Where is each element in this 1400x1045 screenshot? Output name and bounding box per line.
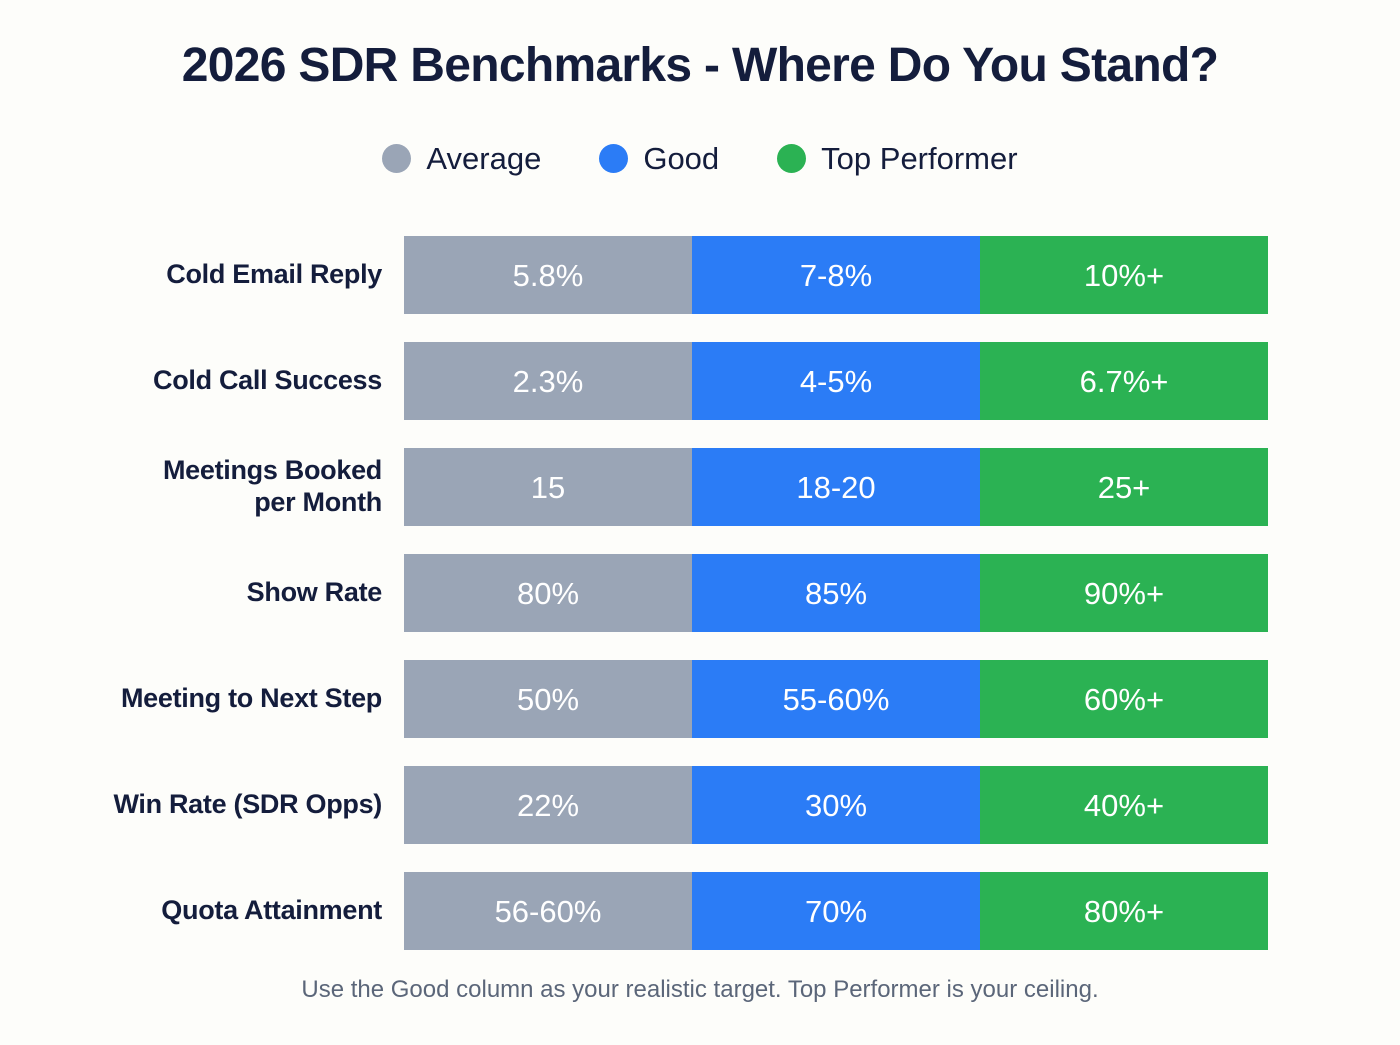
bar-segment-average: 2.3% bbox=[404, 342, 692, 420]
bar-segment-top-performer: 90%+ bbox=[980, 554, 1268, 632]
bar-segment-good: 18-20 bbox=[692, 448, 980, 526]
legend-item-average: Average bbox=[382, 143, 541, 174]
benchmark-row-label: Show Rate bbox=[246, 577, 383, 608]
benchmark-row: Quota Attainment 56-60% 70% 80%+ bbox=[0, 872, 1400, 950]
legend-label-top-performer: Top Performer bbox=[821, 141, 1018, 176]
benchmark-row-label: Meetings Booked per Month bbox=[162, 455, 382, 517]
benchmark-row: Show Rate 80% 85% 90%+ bbox=[0, 554, 1400, 632]
bar-segment-average: 56-60% bbox=[404, 872, 692, 950]
bar-segment-average: 15 bbox=[404, 448, 692, 526]
benchmark-row: Win Rate (SDR Opps) 22% 30% 40%+ bbox=[0, 766, 1400, 844]
bar-segment-average: 50% bbox=[404, 660, 692, 738]
benchmark-row: Cold Email Reply 5.8% 7-8% 10%+ bbox=[0, 236, 1400, 314]
page-title: 2026 SDR Benchmarks - Where Do You Stand… bbox=[181, 39, 1219, 92]
bar-segment-top-performer: 6.7%+ bbox=[980, 342, 1268, 420]
bar-segment-top-performer: 10%+ bbox=[980, 236, 1268, 314]
legend-label-average: Average bbox=[426, 141, 542, 176]
benchmark-bar: 50% 55-60% 60%+ bbox=[404, 660, 1268, 738]
chart-legend: Average Good Top Performer bbox=[0, 143, 1400, 174]
bar-segment-good: 7-8% bbox=[692, 236, 980, 314]
bar-segment-average: 80% bbox=[404, 554, 692, 632]
benchmark-bar: 2.3% 4-5% 6.7%+ bbox=[404, 342, 1268, 420]
benchmark-row-label: Quota Attainment bbox=[161, 895, 382, 926]
benchmark-row-label: Cold Email Reply bbox=[166, 259, 382, 290]
bar-segment-good: 70% bbox=[692, 872, 980, 950]
legend-label-good: Good bbox=[643, 141, 720, 176]
legend-item-good: Good bbox=[599, 143, 719, 174]
bar-segment-top-performer: 60%+ bbox=[980, 660, 1268, 738]
bar-segment-good: 85% bbox=[692, 554, 980, 632]
bar-segment-good: 30% bbox=[692, 766, 980, 844]
bar-segment-average: 22% bbox=[404, 766, 692, 844]
benchmark-bar: 15 18-20 25+ bbox=[404, 448, 1268, 526]
circle-icon bbox=[382, 144, 412, 173]
bar-segment-good: 4-5% bbox=[692, 342, 980, 420]
benchmark-row-label: Win Rate (SDR Opps) bbox=[113, 789, 382, 820]
bar-segment-top-performer: 25+ bbox=[980, 448, 1268, 526]
benchmark-rows: Cold Email Reply 5.8% 7-8% 10%+ Cold Call Su… bbox=[0, 236, 1400, 978]
bar-segment-average: 5.8% bbox=[404, 236, 692, 314]
bar-segment-good: 55-60% bbox=[692, 660, 980, 738]
benchmark-bar: 22% 30% 40%+ bbox=[404, 766, 1268, 844]
benchmark-bar: 80% 85% 90%+ bbox=[404, 554, 1268, 632]
benchmark-row: Cold Call Success 2.3% 4-5% 6.7%+ bbox=[0, 342, 1400, 420]
circle-icon bbox=[599, 144, 629, 173]
benchmark-bar: 5.8% 7-8% 10%+ bbox=[404, 236, 1268, 314]
benchmark-bar: 56-60% 70% 80%+ bbox=[404, 872, 1268, 950]
benchmark-row: Meetings Booked per Month 15 18-20 25+ bbox=[0, 448, 1400, 526]
footer-note: Use the Good column as your realistic ta… bbox=[301, 976, 1099, 1003]
bar-segment-top-performer: 40%+ bbox=[980, 766, 1268, 844]
bar-segment-top-performer: 80%+ bbox=[980, 872, 1268, 950]
circle-icon bbox=[777, 144, 807, 173]
benchmark-row: Meeting to Next Step 50% 55-60% 60%+ bbox=[0, 660, 1400, 738]
benchmark-row-label: Cold Call Success bbox=[153, 365, 382, 396]
legend-item-top-performer: Top Performer bbox=[777, 141, 1018, 176]
benchmark-row-label: Meeting to Next Step bbox=[120, 683, 382, 714]
